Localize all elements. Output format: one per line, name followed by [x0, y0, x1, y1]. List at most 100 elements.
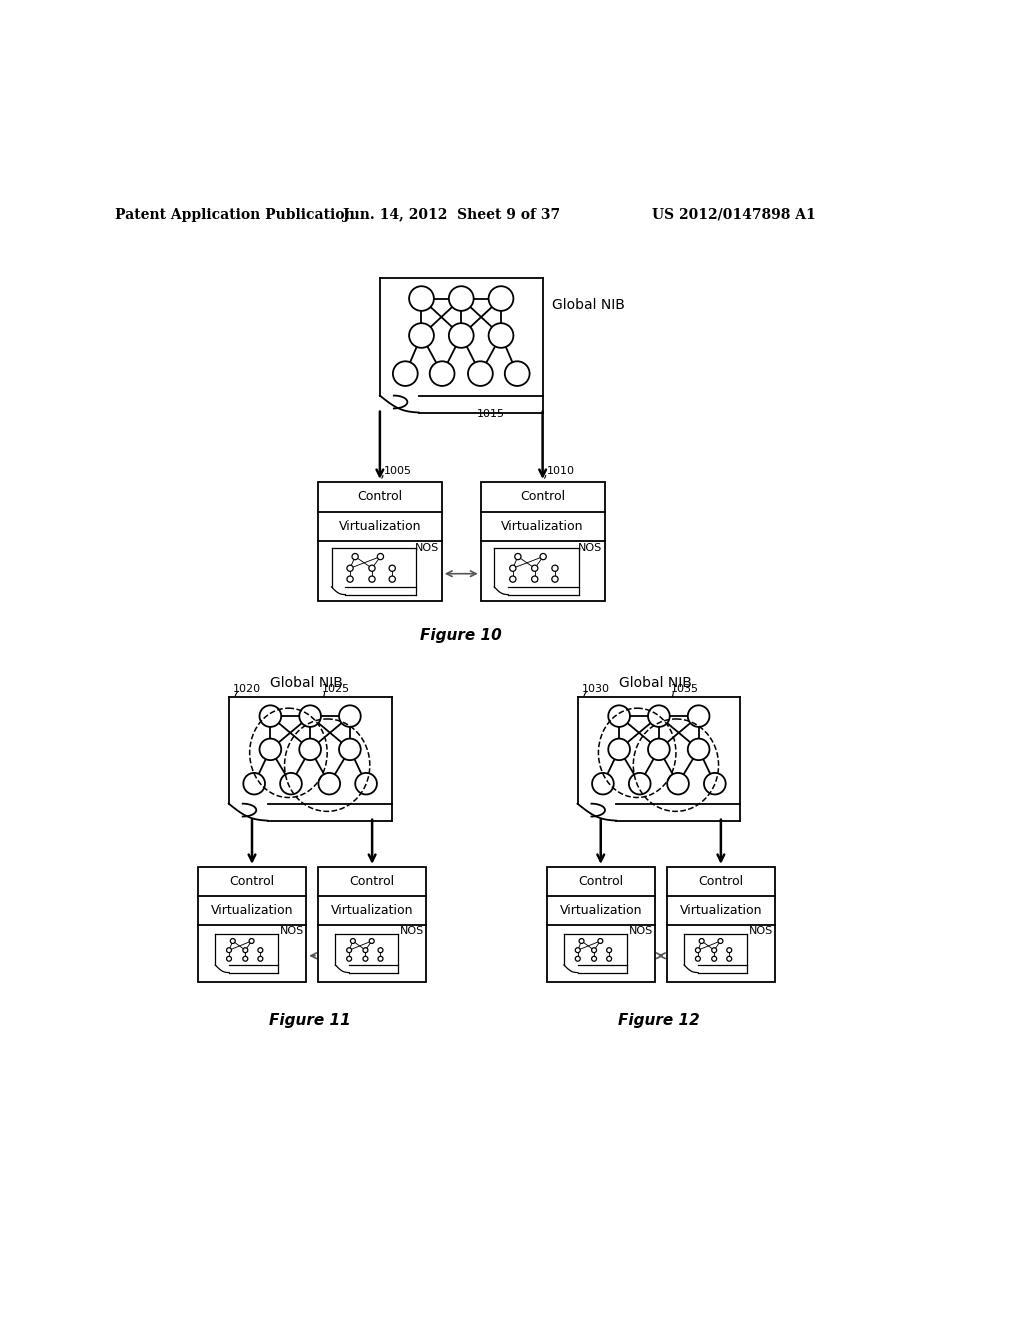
- Text: Figure 10: Figure 10: [421, 628, 502, 643]
- Circle shape: [230, 939, 236, 944]
- Circle shape: [281, 774, 302, 795]
- Text: US 2012/0147898 A1: US 2012/0147898 A1: [652, 207, 816, 222]
- Circle shape: [579, 939, 584, 944]
- Circle shape: [389, 576, 395, 582]
- Circle shape: [668, 774, 689, 795]
- Polygon shape: [564, 935, 627, 965]
- Circle shape: [377, 553, 384, 560]
- Text: NOS: NOS: [280, 927, 304, 936]
- Text: Virtualization: Virtualization: [339, 520, 421, 533]
- Circle shape: [515, 553, 521, 560]
- Circle shape: [703, 774, 726, 795]
- Text: 1025: 1025: [322, 684, 350, 693]
- Circle shape: [369, 565, 375, 572]
- Circle shape: [552, 576, 558, 582]
- Text: Global NIB: Global NIB: [618, 676, 691, 689]
- Circle shape: [510, 565, 516, 572]
- Circle shape: [226, 948, 231, 953]
- Circle shape: [258, 956, 263, 961]
- Circle shape: [606, 956, 611, 961]
- Circle shape: [718, 939, 723, 944]
- Text: 1005: 1005: [384, 466, 412, 475]
- Text: Virtualization: Virtualization: [680, 904, 762, 916]
- Circle shape: [410, 323, 434, 348]
- Circle shape: [299, 739, 321, 760]
- Circle shape: [259, 739, 282, 760]
- Circle shape: [608, 705, 630, 727]
- Text: Global NIB: Global NIB: [552, 298, 625, 312]
- Circle shape: [592, 948, 597, 953]
- Circle shape: [629, 774, 650, 795]
- Circle shape: [378, 948, 383, 953]
- Text: Control: Control: [520, 490, 565, 503]
- Circle shape: [468, 362, 493, 385]
- Polygon shape: [380, 277, 543, 396]
- Circle shape: [347, 576, 353, 582]
- Circle shape: [592, 956, 597, 961]
- Circle shape: [648, 705, 670, 727]
- Text: Virtualization: Virtualization: [502, 520, 584, 533]
- Text: Jun. 14, 2012  Sheet 9 of 37: Jun. 14, 2012 Sheet 9 of 37: [343, 207, 560, 222]
- Text: Figure 12: Figure 12: [618, 1014, 699, 1028]
- Polygon shape: [317, 867, 426, 982]
- Circle shape: [712, 948, 717, 953]
- Text: Virtualization: Virtualization: [211, 904, 293, 916]
- Circle shape: [339, 739, 360, 760]
- Text: Control: Control: [349, 875, 394, 888]
- Polygon shape: [495, 548, 579, 587]
- Circle shape: [410, 286, 434, 312]
- Circle shape: [552, 565, 558, 572]
- Text: Virtualization: Virtualization: [331, 904, 414, 916]
- Text: 1035: 1035: [671, 684, 698, 693]
- Circle shape: [362, 948, 368, 953]
- Polygon shape: [215, 935, 278, 965]
- Text: Control: Control: [229, 875, 274, 888]
- Circle shape: [695, 956, 700, 961]
- Circle shape: [575, 956, 581, 961]
- Circle shape: [226, 956, 231, 961]
- Text: 1010: 1010: [547, 466, 574, 475]
- Circle shape: [449, 286, 474, 312]
- Circle shape: [347, 956, 351, 961]
- Circle shape: [350, 939, 355, 944]
- Polygon shape: [578, 697, 740, 804]
- Circle shape: [352, 553, 358, 560]
- Polygon shape: [317, 482, 442, 601]
- Text: NOS: NOS: [749, 927, 773, 936]
- Circle shape: [688, 739, 710, 760]
- Circle shape: [244, 774, 265, 795]
- Circle shape: [727, 948, 732, 953]
- Circle shape: [592, 774, 613, 795]
- Text: Control: Control: [698, 875, 743, 888]
- Circle shape: [727, 956, 732, 961]
- Circle shape: [608, 739, 630, 760]
- Text: Patent Application Publication: Patent Application Publication: [115, 207, 354, 222]
- Text: Control: Control: [357, 490, 402, 503]
- Circle shape: [370, 939, 374, 944]
- Circle shape: [258, 948, 263, 953]
- Polygon shape: [335, 935, 398, 965]
- Circle shape: [378, 956, 383, 961]
- Circle shape: [695, 948, 700, 953]
- Circle shape: [389, 565, 395, 572]
- Circle shape: [712, 956, 717, 961]
- Circle shape: [449, 323, 474, 348]
- Text: Virtualization: Virtualization: [559, 904, 642, 916]
- Circle shape: [393, 362, 418, 385]
- Text: 1015: 1015: [477, 409, 505, 418]
- Circle shape: [510, 576, 516, 582]
- Circle shape: [347, 948, 351, 953]
- Circle shape: [688, 705, 710, 727]
- Text: Global NIB: Global NIB: [269, 676, 343, 689]
- Polygon shape: [480, 482, 604, 601]
- Text: NOS: NOS: [629, 927, 652, 936]
- Circle shape: [318, 774, 340, 795]
- Polygon shape: [667, 867, 775, 982]
- Circle shape: [598, 939, 603, 944]
- Circle shape: [648, 739, 670, 760]
- Polygon shape: [332, 548, 416, 587]
- Circle shape: [430, 362, 455, 385]
- Text: NOS: NOS: [416, 543, 439, 553]
- Circle shape: [243, 956, 248, 961]
- Circle shape: [369, 576, 375, 582]
